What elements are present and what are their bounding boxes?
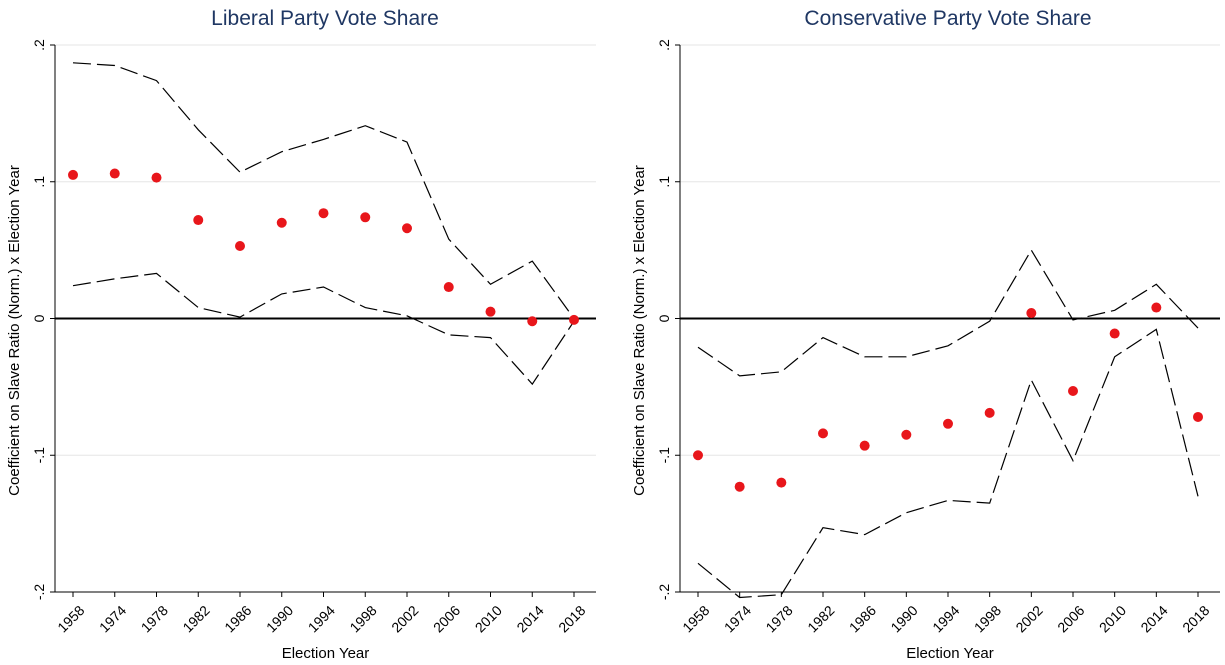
estimate-point xyxy=(360,212,371,223)
x-tick-label: 1974 xyxy=(721,602,754,635)
x-tick-label: 1986 xyxy=(846,602,879,635)
estimate-point xyxy=(569,314,579,325)
x-tick-label: 2002 xyxy=(388,602,421,635)
upper-ci-line xyxy=(72,62,575,319)
chart-title: Conservative Party Vote Share xyxy=(804,7,1091,30)
estimate-point xyxy=(443,282,454,293)
x-tick-label: 2018 xyxy=(1179,602,1212,635)
y-tick-label: 0 xyxy=(31,314,47,322)
estimate-point xyxy=(276,217,287,228)
estimate-point xyxy=(151,172,162,183)
x-tick-label: 2018 xyxy=(555,602,588,635)
y-axis-label: Coefficient on Slave Ratio (Norm.) x Ele… xyxy=(6,165,23,496)
y-tick-label: .1 xyxy=(656,176,672,188)
chart-panel-2: .2 .1 0 -.1 -.2 1958 1974 1978 1982 1986 1990 1994 1… xyxy=(631,7,1220,662)
x-tick-label: 1982 xyxy=(804,602,837,635)
x-tick-label: 2006 xyxy=(430,602,463,635)
estimate-point xyxy=(318,208,329,219)
y-tick-label: .1 xyxy=(31,176,47,188)
x-axis-label: Election Year xyxy=(906,645,994,662)
y-tick-label: -.1 xyxy=(31,447,47,464)
y-axis-label: Coefficient on Slave Ratio (Norm.) x Ele… xyxy=(631,165,648,496)
estimate-point xyxy=(527,316,538,327)
estimate-point xyxy=(1068,385,1078,396)
upper-ci-line xyxy=(697,248,1199,377)
estimate-point xyxy=(68,169,78,180)
estimate-point xyxy=(485,306,496,317)
x-tick-label: 1978 xyxy=(762,602,795,635)
y-tick-label: .2 xyxy=(31,39,47,51)
estimate-point xyxy=(1193,411,1203,422)
x-tick-label: 2010 xyxy=(1096,602,1129,635)
estimate-point xyxy=(1151,302,1162,313)
x-tick-label: 1994 xyxy=(305,602,338,635)
x-axis-label: Election Year xyxy=(282,645,370,662)
y-tick-label: 0 xyxy=(656,314,672,322)
estimate-point xyxy=(1026,308,1037,319)
y-tick-label: -.2 xyxy=(31,584,47,601)
x-tick-label: 1998 xyxy=(971,602,1004,635)
estimate-point xyxy=(1109,328,1120,339)
x-tick-label: 1990 xyxy=(887,602,920,635)
y-tick-label: .2 xyxy=(656,39,672,51)
x-tick-label: 1974 xyxy=(96,602,129,635)
estimate-point xyxy=(193,215,204,226)
x-tick-label: 1982 xyxy=(179,602,212,635)
estimate-point xyxy=(776,477,787,488)
x-tick-label: 1958 xyxy=(54,602,87,635)
estimate-point xyxy=(235,241,245,252)
x-tick-label: 2014 xyxy=(1137,602,1170,635)
estimate-point xyxy=(943,418,953,429)
estimate-point xyxy=(693,450,703,461)
estimate-point xyxy=(402,223,412,234)
y-tick-label: -.2 xyxy=(656,584,672,601)
lower-ci-line xyxy=(72,272,575,386)
chart-title: Liberal Party Vote Share xyxy=(211,7,439,30)
x-tick-label: 1998 xyxy=(346,602,379,635)
lower-ci-line xyxy=(697,328,1199,599)
x-tick-label: 2006 xyxy=(1054,602,1087,635)
estimate-point xyxy=(109,168,120,179)
estimate-point xyxy=(984,407,995,418)
x-tick-label: 1978 xyxy=(138,602,171,635)
x-tick-label: 1994 xyxy=(929,602,962,635)
x-tick-label: 1990 xyxy=(263,602,296,635)
chart-panel-1: .2 .1 0 -.1 -.2 1958 1974 1978 1982 1986 1990 1994 1… xyxy=(6,7,596,662)
x-tick-label: 2014 xyxy=(513,602,546,635)
y-tick-label: -.1 xyxy=(656,447,672,464)
x-tick-label: 2010 xyxy=(472,602,505,635)
estimate-point xyxy=(734,481,745,492)
x-tick-label: 1986 xyxy=(221,602,254,635)
x-tick-label: 2002 xyxy=(1012,602,1045,635)
x-tick-label: 1958 xyxy=(679,602,712,635)
estimate-point xyxy=(818,428,828,439)
estimate-point xyxy=(901,429,912,440)
estimate-point xyxy=(859,440,870,451)
